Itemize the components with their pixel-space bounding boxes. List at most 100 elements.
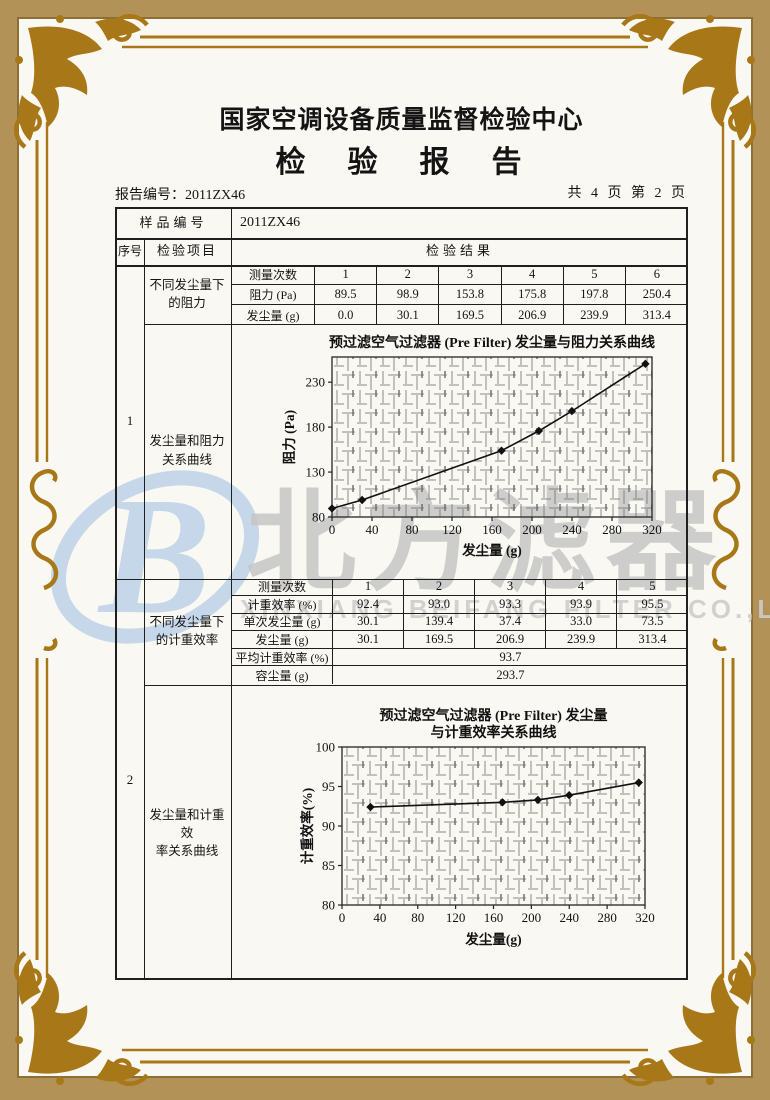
table-cell: 5 — [563, 265, 626, 285]
svg-text:240: 240 — [560, 910, 580, 925]
table-cell: 33.0 — [546, 613, 617, 632]
table-cell: 293.7 — [496, 667, 525, 682]
table-cell: 95.5 — [617, 596, 688, 614]
table-cell: 计重效率 (%) — [232, 596, 333, 614]
section-subitem: 不同发尘量下 的计重效率 — [149, 614, 225, 647]
section-item: 发尘量和计重效 率关系曲线 — [149, 807, 225, 859]
svg-text:280: 280 — [602, 522, 622, 537]
svg-text:160: 160 — [484, 910, 504, 925]
sample-number-value: 2011ZX46 — [240, 215, 301, 231]
svg-text:预过滤空气过滤器 (Pre Filter) 发尘量: 预过滤空气过滤器 (Pre Filter) 发尘量 — [380, 707, 608, 724]
svg-text:320: 320 — [642, 522, 662, 537]
table-cell: 89.5 — [315, 285, 378, 305]
table-cell: 30.1 — [333, 613, 404, 632]
svg-text:40: 40 — [366, 522, 379, 537]
table-cell: 206.9 — [475, 631, 546, 649]
table-cell: 239.9 — [546, 631, 617, 649]
resistance-vs-dust-chart: 0 40 80 120 160 200 240 280 320 80 130 180 230 预过滤空气过… — [281, 334, 662, 558]
table-cell: 4 — [501, 265, 564, 285]
sample-number-label: 样品编号 — [139, 215, 208, 231]
table-cell: 发尘量 (g) — [232, 631, 333, 649]
table-cell: 30.1 — [333, 631, 404, 649]
svg-text:320: 320 — [635, 910, 655, 925]
org-name: 国家空调设备质量监督检验中心 — [219, 107, 584, 134]
svg-text:100: 100 — [316, 740, 336, 755]
svg-text:预过滤空气过滤器 (Pre Filter) 发尘量与阻力关系: 预过滤空气过滤器 (Pre Filter) 发尘量与阻力关系曲线 — [329, 334, 655, 351]
svg-text:80: 80 — [406, 522, 419, 537]
svg-text:阻力 (Pa): 阻力 (Pa) — [281, 410, 297, 464]
efficiency-vs-dust-chart: 0 40 80 120 160 200 240 280 320 80 85 90 95 100 预过滤空气过… — [299, 707, 655, 947]
table-cell: 3 — [439, 265, 502, 285]
svg-text:80: 80 — [322, 898, 335, 913]
svg-text:发尘量(g): 发尘量(g) — [464, 931, 521, 947]
table-cell: 93.7 — [333, 649, 688, 667]
table-cell: 73.5 — [617, 614, 688, 632]
svg-text:160: 160 — [482, 522, 502, 537]
results-table: 样品编号 2011ZX46 序号 检验项目 检验结果 1 不同发尘量下 的阻力 … — [115, 207, 688, 980]
table-cell: 测量次数 — [232, 578, 333, 597]
svg-text:280: 280 — [597, 910, 617, 925]
report-number: 报告编号：2011ZX46 — [115, 188, 246, 203]
table-cell: 93.9 — [546, 596, 617, 614]
table-cell: 250.4 — [625, 285, 688, 305]
table-cell: 313.4 — [617, 631, 688, 649]
section-seq: 2 — [126, 771, 134, 787]
table-cell: 3 — [475, 578, 546, 597]
table-cell: 93.3 — [475, 596, 546, 614]
table-cell: 平均计重效率 (%) — [232, 648, 333, 667]
svg-text:85: 85 — [322, 858, 335, 873]
page-title: 检 验 报 告 — [275, 146, 528, 179]
table-cell: 2 — [377, 265, 440, 285]
measurement-table-1: 测量次数 1 2 3 4 5 6 阻力 (Pa) 89.5 98.9 153.8 175.8 197.8… — [232, 265, 688, 325]
table-cell: 153.8 — [439, 285, 502, 305]
table-cell: 98.9 — [377, 285, 440, 305]
col-header-item: 检验项目 — [156, 243, 217, 259]
svg-text:130: 130 — [306, 465, 326, 480]
table-cell: 6 — [625, 265, 688, 285]
table-cell: 239.9 — [564, 305, 626, 325]
table-cell: 37.4 — [475, 613, 546, 632]
table-cell: 2 — [404, 578, 475, 597]
svg-text:230: 230 — [306, 375, 326, 390]
table-cell: 0.0 — [315, 305, 378, 325]
svg-text:180: 180 — [306, 420, 326, 435]
table-cell: 1 — [315, 265, 378, 285]
svg-text:80: 80 — [312, 510, 325, 525]
table-cell: 30.1 — [377, 305, 440, 325]
svg-text:120: 120 — [442, 522, 462, 537]
svg-text:240: 240 — [562, 522, 582, 537]
svg-text:120: 120 — [446, 910, 466, 925]
svg-text:200: 200 — [522, 522, 542, 537]
page-info: 共 4 页 第 2 页 — [567, 186, 688, 201]
table-cell: 169.5 — [439, 305, 502, 325]
svg-text:与计重效率关系曲线: 与计重效率关系曲线 — [431, 724, 557, 741]
svg-text:80: 80 — [411, 910, 424, 925]
table-cell: 发尘量 (g) — [232, 305, 315, 325]
section-subitem: 不同发尘量下 的阻力 — [149, 277, 225, 310]
svg-text:发尘量 (g): 发尘量 (g) — [461, 542, 522, 558]
svg-text:计重效率(%): 计重效率(%) — [299, 788, 315, 865]
table-cell: 175.8 — [501, 285, 564, 305]
table-cell: 4 — [546, 578, 617, 597]
col-header-seq: 序号 — [117, 243, 142, 258]
table-cell: 169.5 — [404, 631, 475, 649]
svg-text:95: 95 — [322, 779, 335, 794]
table-cell: 313.4 — [642, 307, 671, 322]
svg-text:200: 200 — [522, 910, 542, 925]
table-cell: 容尘量 (g) — [232, 666, 333, 684]
table-cell: 测量次数 — [232, 265, 315, 285]
table-cell: 单次发尘量 (g) — [232, 613, 333, 632]
table-cell: 5 — [617, 579, 688, 597]
table-cell: 139.4 — [404, 613, 475, 632]
svg-text:0: 0 — [339, 910, 346, 925]
section-item: 发尘量和阻力 关系曲线 — [149, 434, 225, 467]
col-header-result: 检验结果 — [425, 243, 494, 259]
svg-text:90: 90 — [322, 819, 335, 834]
svg-text:40: 40 — [373, 910, 386, 925]
table-cell: 阻力 (Pa) — [232, 285, 315, 305]
svg-text:0: 0 — [329, 522, 336, 537]
table-cell: 206.9 — [502, 305, 564, 325]
table-cell: 1 — [333, 578, 404, 597]
section-seq: 1 — [126, 413, 134, 429]
